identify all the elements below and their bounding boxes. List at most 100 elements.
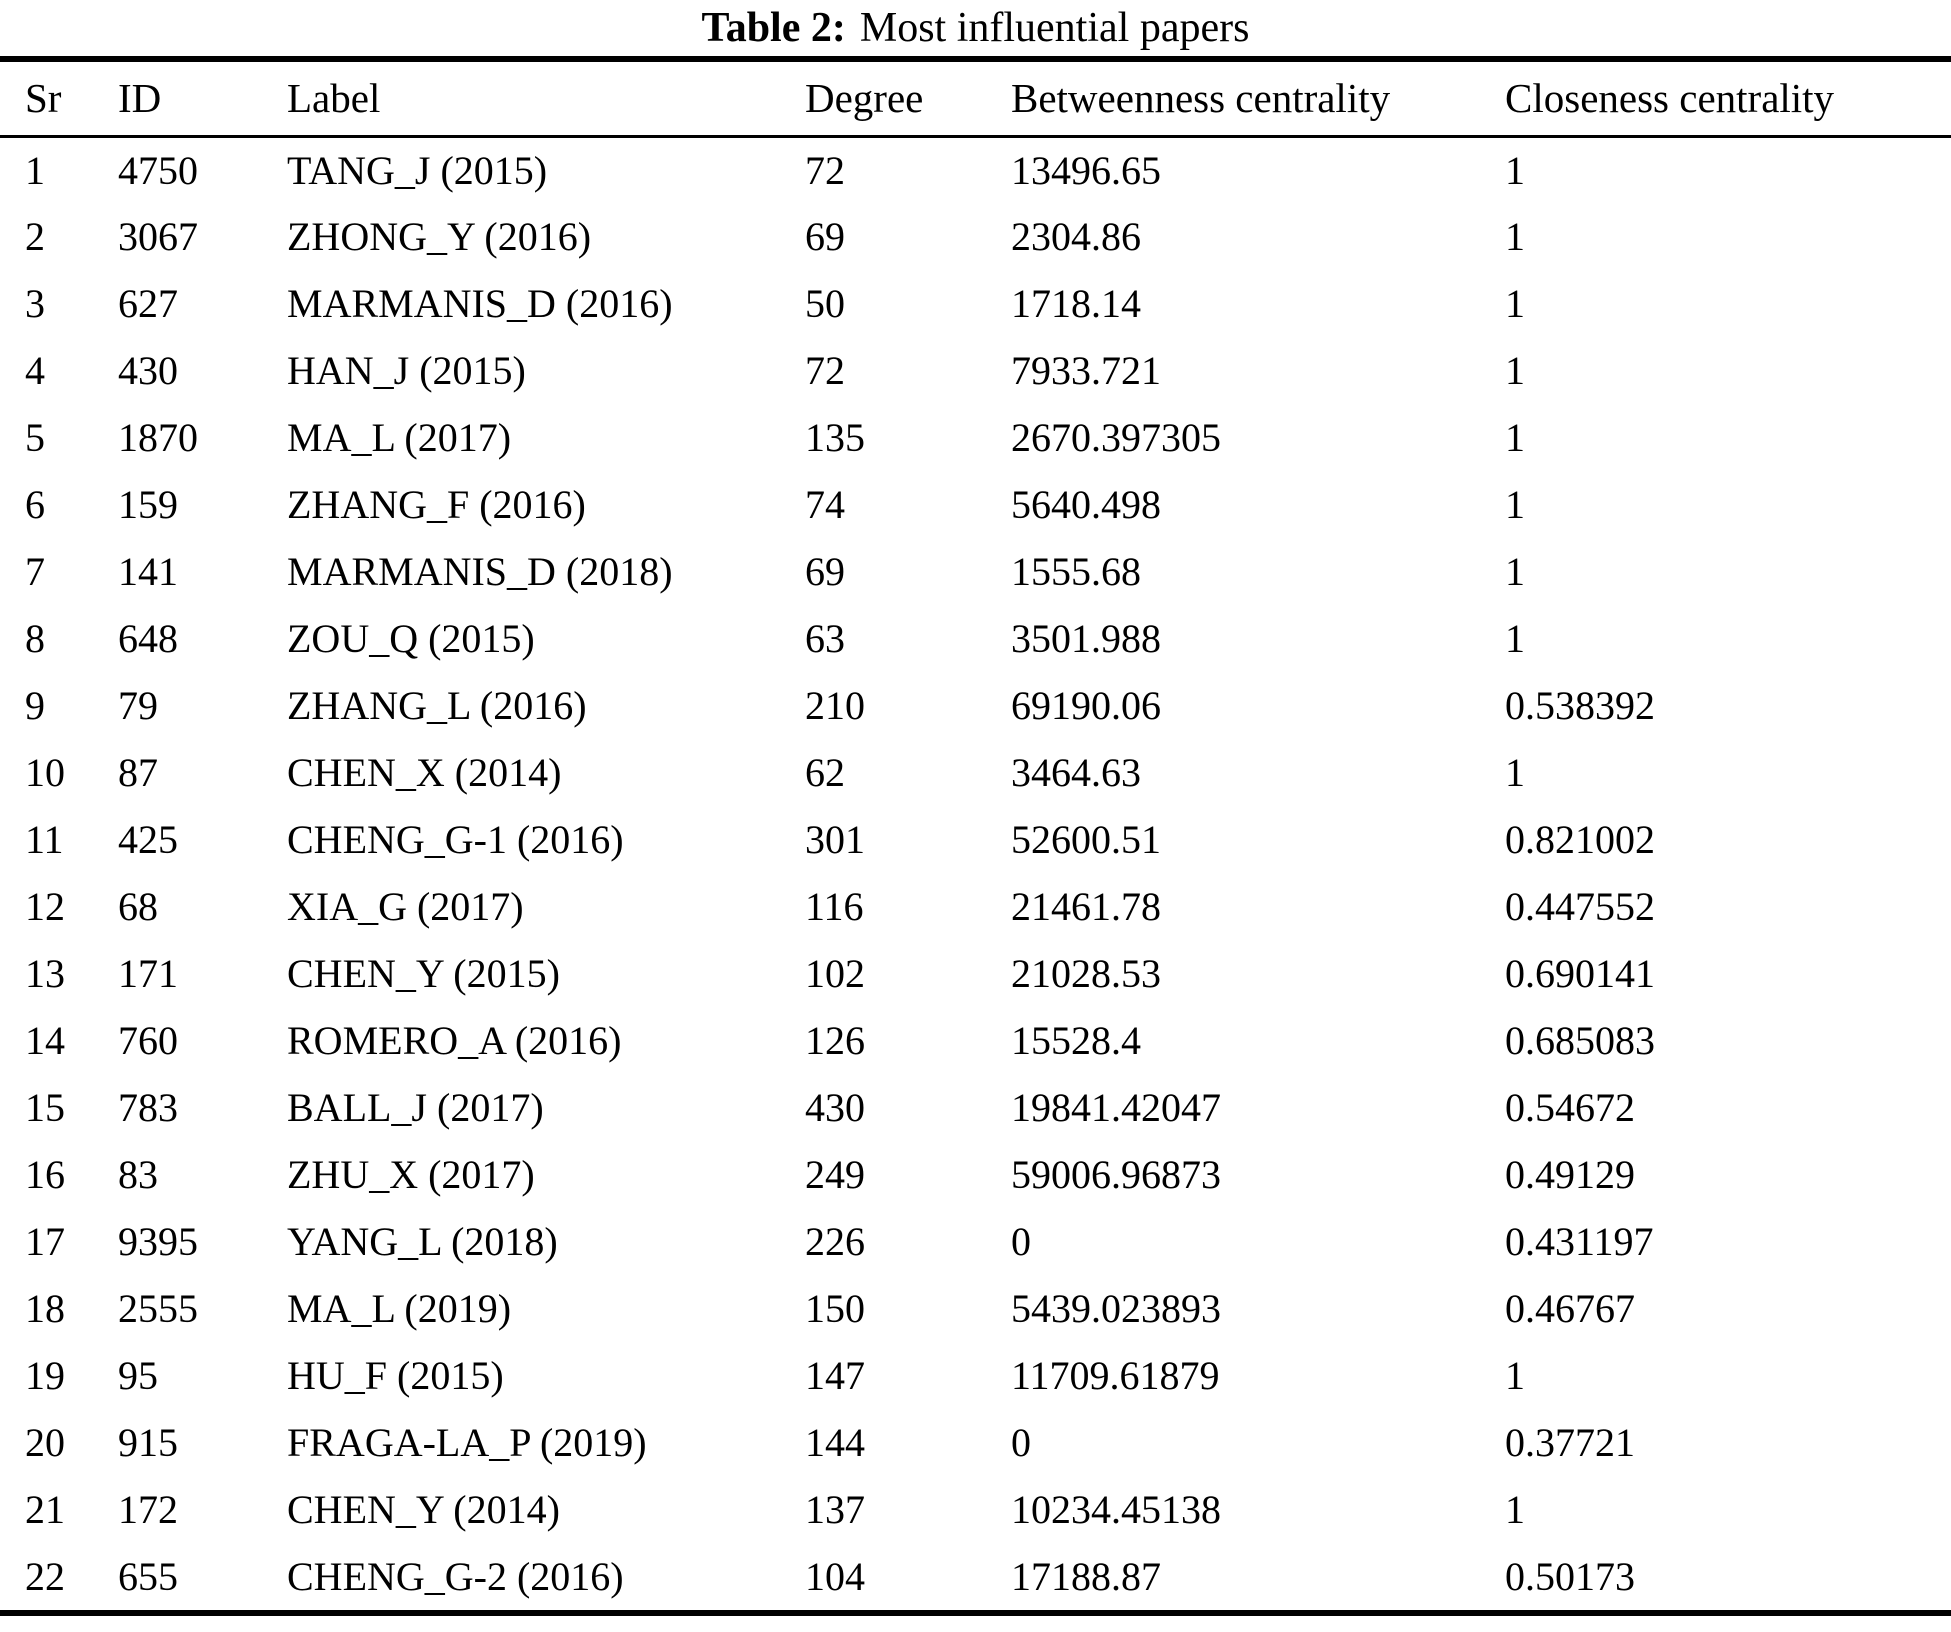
- cell-label: ZOU_Q (2015): [287, 616, 535, 661]
- cell-betweenness-centrality: 5439.023893: [1011, 1286, 1221, 1331]
- cell-degree: 150: [805, 1286, 865, 1331]
- header-sr: Sr: [0, 62, 118, 138]
- cell-sr: 20: [25, 1420, 65, 1465]
- cell-label: ZHANG_F (2016): [287, 482, 586, 527]
- cell-id: 3067: [118, 214, 198, 259]
- cell-degree: 147: [805, 1353, 865, 1398]
- cell-sr: 21: [25, 1487, 65, 1532]
- cell-degree: 301: [805, 817, 865, 862]
- cell-label: YANG_L (2018): [287, 1219, 558, 1264]
- table-row: 17 9395 YANG_L (2018) 226 0 0.431197: [0, 1208, 1951, 1275]
- cell-label: HAN_J (2015): [287, 348, 526, 393]
- cell-betweenness-centrality: 0: [1011, 1219, 1031, 1264]
- cell-label: FRAGA-LA_P (2019): [287, 1420, 647, 1465]
- cell-sr: 12: [25, 884, 65, 929]
- cell-betweenness-centrality: 21461.78: [1011, 884, 1161, 929]
- table-row: 8 648 ZOU_Q (2015) 63 3501.988 1: [0, 605, 1951, 672]
- cell-sr: 10: [25, 750, 65, 795]
- cell-betweenness-centrality: 3501.988: [1011, 616, 1161, 661]
- cell-closeness-centrality: 1: [1505, 750, 1525, 795]
- cell-closeness-centrality: 0.54672: [1505, 1085, 1635, 1130]
- cell-id: 68: [118, 884, 158, 929]
- cell-sr: 14: [25, 1018, 65, 1063]
- cell-sr: 6: [25, 482, 45, 527]
- table-row: 6 159 ZHANG_F (2016) 74 5640.498 1: [0, 471, 1951, 538]
- cell-id: 95: [118, 1353, 158, 1398]
- cell-label: CHEN_Y (2015): [287, 951, 560, 996]
- table-row: 14 760 ROMERO_A (2016) 126 15528.4 0.685083: [0, 1007, 1951, 1074]
- cell-closeness-centrality: 0.49129: [1505, 1152, 1635, 1197]
- cell-label: CHEN_X (2014): [287, 750, 562, 795]
- cell-closeness-centrality: 1: [1505, 1487, 1525, 1532]
- table-row: 18 2555 MA_L (2019) 150 5439.023893 0.46767: [0, 1275, 1951, 1342]
- cell-betweenness-centrality: 3464.63: [1011, 750, 1141, 795]
- cell-betweenness-centrality: 59006.96873: [1011, 1152, 1221, 1197]
- cell-sr: 4: [25, 348, 45, 393]
- cell-degree: 104: [805, 1554, 865, 1599]
- cell-degree: 69: [805, 549, 845, 594]
- cell-id: 172: [118, 1487, 178, 1532]
- cell-degree: 430: [805, 1085, 865, 1130]
- cell-sr: 13: [25, 951, 65, 996]
- cell-id: 425: [118, 817, 178, 862]
- cell-closeness-centrality: 1: [1505, 147, 1525, 193]
- cell-label: ZHANG_L (2016): [287, 683, 587, 728]
- table-row: 7 141 MARMANIS_D (2018) 69 1555.68 1: [0, 538, 1951, 605]
- cell-sr: 18: [25, 1286, 65, 1331]
- cell-label: ZHU_X (2017): [287, 1152, 535, 1197]
- cell-id: 1870: [118, 415, 198, 460]
- cell-degree: 72: [805, 348, 845, 393]
- cell-closeness-centrality: 1: [1505, 1353, 1525, 1398]
- cell-sr: 3: [25, 281, 45, 326]
- cell-label: MA_L (2017): [287, 415, 512, 460]
- table-top-rule: [0, 56, 1951, 62]
- cell-label: CHENG_G-1 (2016): [287, 817, 624, 862]
- header-betweenness-centrality: Betweenness centrality: [1011, 62, 1505, 138]
- cell-id: 171: [118, 951, 178, 996]
- cell-id: 2555: [118, 1286, 198, 1331]
- cell-sr: 5: [25, 415, 45, 460]
- table-row: 12 68 XIA_G (2017) 116 21461.78 0.447552: [0, 873, 1951, 940]
- cell-id: 159: [118, 482, 178, 527]
- cell-degree: 210: [805, 683, 865, 728]
- cell-betweenness-centrality: 7933.721: [1011, 348, 1161, 393]
- cell-degree: 116: [805, 884, 864, 929]
- cell-closeness-centrality: 0.431197: [1505, 1219, 1654, 1264]
- table-row: 3 627 MARMANIS_D (2016) 50 1718.14 1: [0, 270, 1951, 337]
- cell-label: MARMANIS_D (2018): [287, 549, 673, 594]
- cell-betweenness-centrality: 21028.53: [1011, 951, 1161, 996]
- cell-degree: 135: [805, 415, 865, 460]
- cell-sr: 2: [25, 214, 45, 259]
- table-header-row: Sr ID Label Degree Betweenness centrality Clo…: [0, 62, 1951, 138]
- cell-betweenness-centrality: 52600.51: [1011, 817, 1161, 862]
- cell-sr: 8: [25, 616, 45, 661]
- header-id: ID: [118, 62, 287, 138]
- cell-closeness-centrality: 0.447552: [1505, 884, 1655, 929]
- cell-label: BALL_J (2017): [287, 1085, 544, 1130]
- cell-label: HU_F (2015): [287, 1353, 504, 1398]
- cell-id: 83: [118, 1152, 158, 1197]
- cell-betweenness-centrality: 1555.68: [1011, 549, 1141, 594]
- influential-papers-table: Sr ID Label Degree Betweenness centrality Clo…: [0, 62, 1951, 1610]
- cell-closeness-centrality: 0.821002: [1505, 817, 1655, 862]
- cell-label: MARMANIS_D (2016): [287, 281, 673, 326]
- table-caption-title: Most influential papers: [859, 5, 1250, 51]
- cell-id: 648: [118, 616, 178, 661]
- cell-sr: 17: [25, 1219, 65, 1264]
- table-row: 9 79 ZHANG_L (2016) 210 69190.06 0.538392: [0, 672, 1951, 739]
- table-row: 15 783 BALL_J (2017) 430 19841.42047 0.54672: [0, 1074, 1951, 1141]
- cell-closeness-centrality: 0.50173: [1505, 1554, 1635, 1599]
- table-row: 4 430 HAN_J (2015) 72 7933.721 1: [0, 337, 1951, 404]
- cell-degree: 137: [805, 1487, 865, 1532]
- cell-betweenness-centrality: 0: [1011, 1420, 1031, 1465]
- cell-sr: 9: [25, 683, 45, 728]
- cell-closeness-centrality: 1: [1505, 415, 1525, 460]
- table-caption-label: Table 2:: [701, 5, 846, 51]
- cell-degree: 62: [805, 750, 845, 795]
- cell-degree: 249: [805, 1152, 865, 1197]
- header-closeness-centrality: Closeness centrality: [1505, 62, 1951, 138]
- table-row: 19 95 HU_F (2015) 147 11709.61879 1: [0, 1342, 1951, 1409]
- cell-id: 87: [118, 750, 158, 795]
- cell-betweenness-centrality: 11709.61879: [1011, 1353, 1220, 1398]
- cell-betweenness-centrality: 5640.498: [1011, 482, 1161, 527]
